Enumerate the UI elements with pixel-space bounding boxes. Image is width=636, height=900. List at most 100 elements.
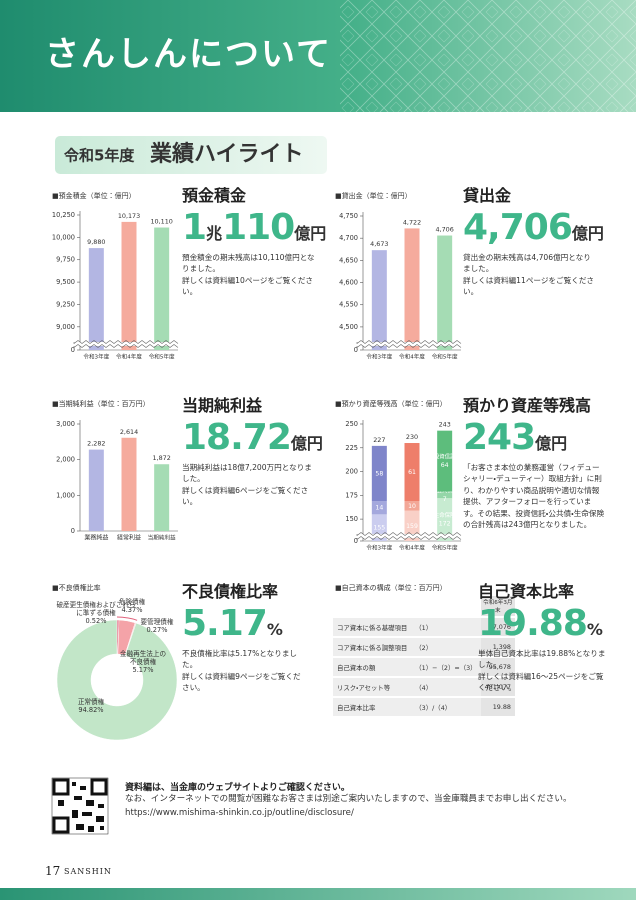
- segment-label: 14: [375, 505, 383, 512]
- highlight: 不良債権比率 5.17% 不良債権比率は5.17%となりました。 詳しくは資料編9ペー…: [182, 582, 302, 694]
- y-tick-label: 175: [345, 491, 358, 499]
- segment-label: 10: [408, 503, 416, 510]
- y-tick-label: 4,750: [339, 212, 358, 220]
- value-label: 9,880: [87, 238, 105, 246]
- axis-break-line: [356, 532, 462, 537]
- description-line: 詳しくは資料編6ページをご覧ください。: [182, 485, 309, 507]
- slice-label: 破産更生債権およびこれらに準ずる債権 0.52%: [55, 601, 137, 626]
- highlight-heading: 貸出金: [463, 186, 512, 205]
- bar: [88, 248, 104, 350]
- axis-break-line: [73, 340, 179, 345]
- description-line: 詳しくは資料編9ページをご覧ください。: [182, 671, 301, 693]
- bar: [121, 221, 137, 350]
- figure-number: 110: [222, 207, 295, 248]
- table-cell: コア資本に係る基礎項目: [333, 618, 412, 636]
- highlight-figure: 243億円: [463, 420, 605, 456]
- group-arc: [116, 616, 138, 621]
- highlight-heading: 当期純利益: [182, 396, 263, 415]
- figure-number: 1: [182, 207, 207, 248]
- slice-value: 94.82%: [78, 706, 104, 715]
- table-cell: 自己資本の額: [333, 658, 412, 676]
- figure-number: 18.72: [182, 417, 292, 458]
- x-tick-label: 令和3年度: [83, 353, 109, 361]
- description-line: 詳しくは資料編16〜25ページをご覧ください。: [478, 671, 604, 693]
- bar: [371, 250, 387, 350]
- qr-code: [51, 777, 109, 835]
- highlight-description: 「お客さま本位の業務運営（フィデューシャリー・デューティー）取組方針」に則り、わ…: [463, 462, 605, 530]
- y-tick-label: 1,000: [56, 491, 75, 499]
- figure-unit: %: [266, 620, 283, 639]
- value-label: 4,673: [370, 240, 388, 248]
- header-pattern: [340, 0, 636, 112]
- highlight-figure: 19.88%: [478, 606, 606, 642]
- table-cell: （2）: [411, 638, 481, 656]
- description-line: 単体自己資本比率は19.88%となりました。: [478, 649, 606, 670]
- footer-url: https://www.mishima-shinkin.co.jp/outlin…: [125, 807, 354, 818]
- y-tick-label: 0: [71, 527, 75, 535]
- table-cell: 19.88: [480, 698, 515, 716]
- highlight-heading: 預金積金: [182, 186, 247, 205]
- table-header-row: 令和6年3月末: [333, 596, 515, 616]
- table-header: 令和6年3月末: [480, 596, 515, 616]
- y-tick-label: 4,600: [339, 279, 358, 287]
- value-label: 4,722: [403, 218, 421, 226]
- y-tick-label: 9,000: [56, 323, 75, 331]
- y-tick-label: 9,500: [56, 278, 75, 286]
- slice-label: 要管理債権 0.27%: [134, 618, 180, 634]
- y-tick-label: 250: [345, 420, 358, 428]
- bar: [404, 228, 420, 350]
- highlight-figure: 1兆110億円: [182, 207, 326, 248]
- x-tick-label: 業務純益: [84, 534, 108, 542]
- bar-segment: [437, 491, 453, 499]
- bottom-band: [0, 888, 636, 900]
- table-row: 自己資本の額 （1）−（2）=（3） 95,678: [333, 658, 515, 676]
- page-title: さんしんについて: [45, 35, 332, 75]
- table-cell: 97,076: [480, 618, 515, 636]
- x-tick-label: 当期純利益: [148, 534, 176, 542]
- bar-segment: [371, 501, 387, 515]
- y-tick-label: 200: [345, 468, 358, 476]
- value-label: 2,282: [87, 440, 105, 448]
- x-tick-label: 令和4年度: [116, 353, 142, 361]
- x-tick-label: 令和3年度: [366, 544, 392, 552]
- y-tick-label: 225: [345, 444, 358, 452]
- highlight: 貸出金 4,706億円 貸出金の期末残高は4,706億円となりました。 詳しくは資料編…: [463, 186, 604, 298]
- slice-name: 破産更生債権およびこれらに準ずる債権: [56, 601, 136, 618]
- highlight-description: 貸出金の期末残高は4,706億円となりました。 詳しくは資料編11ページをご覧くだ…: [463, 252, 598, 298]
- y-tick-label: 9,250: [56, 300, 75, 308]
- y-tick-label: 150: [345, 515, 358, 523]
- highlight-heading: 不良債権比率: [182, 582, 279, 601]
- axis-break-line: [356, 344, 462, 349]
- bar-segment: [404, 501, 420, 511]
- y-tick-label: 4,500: [339, 323, 358, 331]
- segment-label: 155: [373, 525, 385, 532]
- figure-number: 19.88: [478, 603, 588, 644]
- value-label: 4,706: [436, 226, 454, 234]
- footer-note: なお、インターネットでの閲覧が困難なお客さまは別途ご案内いたしますので、当金庫職…: [125, 794, 572, 804]
- highlight-description: 単体自己資本比率は19.88%となりました。 詳しくは資料編16〜25ページをご覧…: [478, 648, 606, 694]
- chart-title: ■預金積金（単位：億円）: [52, 192, 136, 200]
- highlight: 自己資本比率 19.88% 単体自己資本比率は19.88%となりました。 詳しくは資料…: [478, 582, 606, 694]
- bar: [154, 464, 170, 531]
- figure-number: 4,706: [463, 207, 573, 248]
- table-cell: （4）: [411, 678, 481, 696]
- bar: [154, 227, 170, 350]
- footer-lead: 資料編は、当金庫のウェブサイトよりご確認ください。: [125, 783, 350, 793]
- page-number: 17: [45, 864, 61, 878]
- value-label: 10,110: [150, 218, 172, 226]
- table-cell: （3）/（4）: [411, 698, 481, 716]
- donut-chart: [56, 616, 178, 741]
- capital-table: 令和6年3月末 コア資本に係る基礎項目 （1） 97,076 コア資本に係る調整項目 （2…: [333, 594, 515, 718]
- y-tick-label: 2,000: [56, 456, 75, 464]
- x-tick-label: 令和4年度: [399, 353, 425, 361]
- slice-name: 正常債権: [77, 698, 105, 706]
- table-corner: [333, 596, 481, 616]
- slice-label: 危険債権 4.37%: [112, 598, 152, 614]
- axis-break-line: [73, 344, 179, 349]
- chart-title: ■預かり資産等残高（単位：億円）: [335, 400, 447, 408]
- description-line: 詳しくは資料編11ページをご覧ください。: [463, 275, 595, 297]
- chart: 0 4,500 4,550 4,600 4,650 4,700 4,750 令和3年度 4,67…: [339, 212, 463, 361]
- table-cell: （1）−（2）=（3）: [411, 658, 481, 676]
